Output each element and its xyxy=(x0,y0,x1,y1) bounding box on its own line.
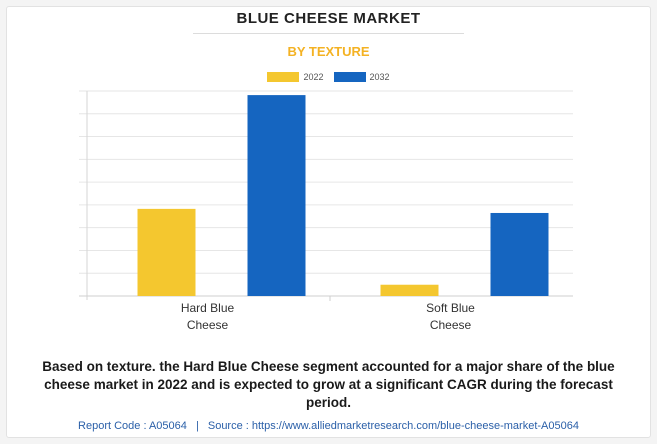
legend-label-2032: 2032 xyxy=(369,72,390,82)
legend-label-2022: 2022 xyxy=(303,72,324,82)
report-code: Report Code : A05064 xyxy=(78,420,187,432)
footer-separator: | xyxy=(195,420,199,432)
legend-swatch-2022 xyxy=(267,72,300,82)
legend-item-2032[interactable]: 2032 xyxy=(333,72,390,82)
legend-swatch-2032 xyxy=(333,72,366,82)
x-tick-label: Cheese xyxy=(187,318,229,332)
bar-2022-1 xyxy=(380,284,439,296)
bar-2022-0 xyxy=(137,208,196,296)
x-tick-label: Soft Blue xyxy=(426,301,475,315)
x-tick-label: Cheese xyxy=(430,318,472,332)
footer: Report Code : A05064 | Source : https://… xyxy=(0,420,657,432)
chart-legend: 2022 2032 xyxy=(0,72,657,82)
chart-title: BLUE CHEESE MARKET xyxy=(236,10,421,27)
chart-subtitle: BY TEXTURE xyxy=(287,44,370,59)
legend-item-2022[interactable]: 2022 xyxy=(267,72,324,82)
chart-description: Based on texture. the Hard Blue Cheese s… xyxy=(42,359,615,410)
title-divider xyxy=(193,33,464,34)
bar-2032-1 xyxy=(490,212,549,296)
source-link[interactable]: Source : https://www.alliedmarketresearc… xyxy=(207,420,579,432)
x-tick-label: Hard Blue xyxy=(181,301,235,315)
bar-2032-0 xyxy=(247,95,306,296)
